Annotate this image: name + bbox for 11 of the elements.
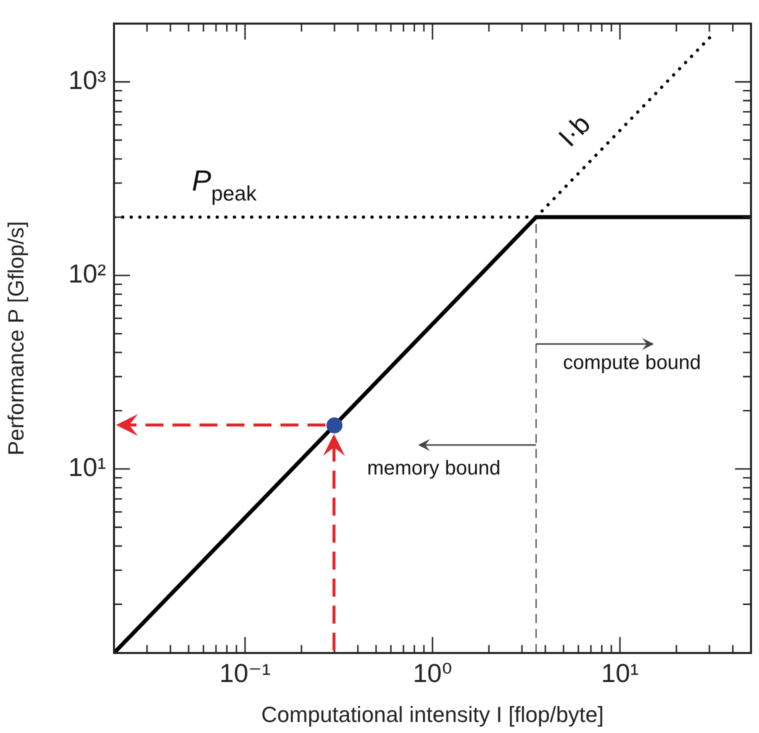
y-tick-label: 10³	[68, 65, 106, 96]
x-tick-label: 10⁰	[412, 658, 452, 688]
x-tick-label: 10⁻¹	[219, 658, 272, 688]
annotation: I·b	[552, 108, 596, 152]
x-axis-title: Computational intensity I [flop/byte]	[261, 702, 604, 727]
y-tick-label: 10¹	[68, 452, 106, 482]
y-tick-label: 10²	[68, 258, 106, 289]
annotation: memory bound	[367, 458, 500, 480]
y-axis-title: Performance P [Gflop/s]	[3, 221, 28, 456]
x-tick-label: 10¹	[601, 658, 640, 688]
annotation: compute bound	[562, 352, 701, 374]
